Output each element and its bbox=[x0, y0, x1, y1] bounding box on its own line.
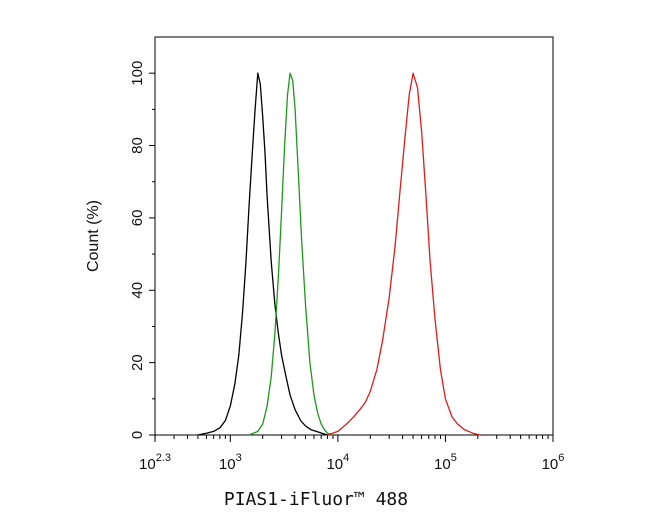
plot-frame bbox=[154, 36, 554, 436]
x-tick-label: 104 bbox=[326, 452, 349, 473]
x-tick-base: 10 bbox=[434, 456, 451, 473]
y-axis-ticks: 0 20 40 60 80 100 bbox=[129, 61, 155, 439]
x-tick-base: 10 bbox=[219, 456, 236, 473]
x-tick-label: 103 bbox=[219, 452, 242, 473]
histogram-series bbox=[197, 72, 481, 436]
x-tick-base: 10 bbox=[326, 456, 343, 473]
y-tick-label: 40 bbox=[129, 282, 146, 299]
x-tick-exponent: 5 bbox=[451, 452, 457, 464]
x-tick-label: 105 bbox=[434, 452, 457, 473]
x-tick-base: 10 bbox=[542, 456, 559, 473]
x-tick-exponent: 4 bbox=[343, 452, 349, 464]
x-tick-exponent: 6 bbox=[558, 452, 564, 464]
x-axis-ticks: 102.3 103 104 105 106 bbox=[139, 435, 564, 473]
y-tick-label: 80 bbox=[129, 137, 146, 154]
histogram-curve-1 bbox=[197, 72, 328, 436]
y-axis-label: Count (%) bbox=[85, 200, 102, 272]
x-tick-exponent: 2.3 bbox=[156, 452, 171, 464]
y-tick-label: 60 bbox=[129, 210, 146, 227]
x-axis-label: PIAS1-iFluor™ 488 bbox=[224, 489, 408, 510]
y-tick-label: 100 bbox=[129, 61, 146, 86]
x-tick-label: 106 bbox=[542, 452, 565, 473]
y-tick-label: 20 bbox=[129, 354, 146, 371]
histogram-curve-3 bbox=[327, 72, 481, 436]
x-tick-exponent: 3 bbox=[236, 452, 242, 464]
x-tick-base: 10 bbox=[139, 456, 156, 473]
histogram-curve-2 bbox=[248, 72, 334, 436]
x-tick-label: 102.3 bbox=[139, 452, 171, 473]
y-tick-label: 0 bbox=[129, 431, 146, 439]
